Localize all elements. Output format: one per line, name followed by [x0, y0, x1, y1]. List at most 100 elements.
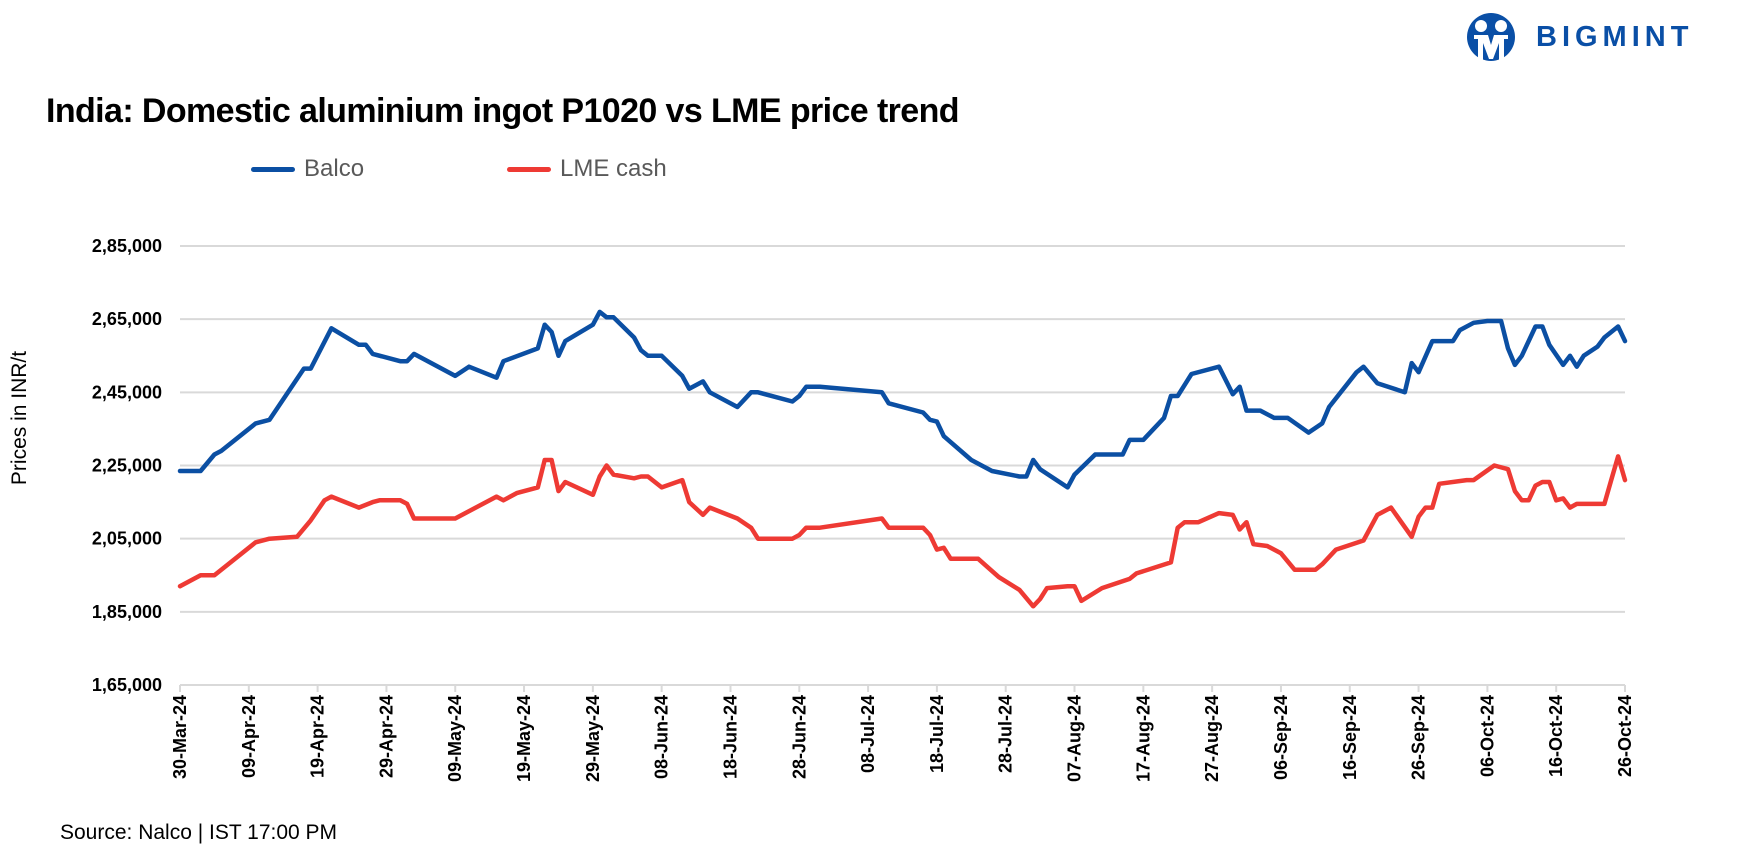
data-point-lme-cash	[687, 500, 691, 504]
data-point-balco	[1231, 392, 1235, 396]
data-point-lme-cash	[976, 557, 980, 561]
data-point-lme-cash	[605, 464, 609, 468]
y-tick-label: 2,65,000	[92, 309, 162, 329]
x-tick-label: 09-May-24	[445, 695, 465, 782]
data-point-balco	[1217, 365, 1221, 369]
data-point-balco	[1024, 474, 1028, 478]
x-tick-label: 28-Jun-24	[789, 695, 809, 779]
x-tick-label: 17-Aug-24	[1133, 695, 1153, 782]
y-tick-label: 1,85,000	[92, 602, 162, 622]
x-tick-label: 09-Apr-24	[239, 695, 259, 778]
data-point-balco	[887, 401, 891, 405]
x-tick-label: 27-Aug-24	[1202, 695, 1222, 782]
data-point-balco	[969, 458, 973, 462]
data-point-lme-cash	[212, 573, 216, 577]
data-point-lme-cash	[556, 489, 560, 493]
data-point-lme-cash	[632, 476, 636, 480]
data-point-lme-cash	[887, 526, 891, 530]
data-point-balco	[880, 390, 884, 394]
gridlines	[180, 245, 1625, 686]
data-point-balco	[178, 469, 182, 473]
data-point-lme-cash	[357, 506, 361, 510]
data-point-lme-cash	[1100, 586, 1104, 590]
data-point-lme-cash	[1265, 544, 1269, 548]
data-point-lme-cash	[1066, 584, 1070, 588]
data-point-lme-cash	[1534, 484, 1538, 488]
data-point-lme-cash	[1609, 478, 1613, 482]
data-point-balco	[501, 359, 505, 363]
data-point-lme-cash	[880, 517, 884, 521]
data-point-balco	[364, 343, 368, 347]
data-point-lme-cash	[1465, 478, 1469, 482]
data-point-balco	[680, 374, 684, 378]
data-point-balco	[199, 469, 203, 473]
data-point-lme-cash	[1417, 515, 1421, 519]
data-point-balco	[556, 354, 560, 358]
data-point-balco	[632, 335, 636, 339]
data-point-balco	[1458, 328, 1462, 332]
data-point-lme-cash	[949, 557, 953, 561]
data-point-balco	[1306, 431, 1310, 435]
data-point-lme-cash	[660, 485, 664, 489]
data-point-lme-cash	[295, 535, 299, 539]
x-tick-label: 08-Jun-24	[652, 695, 672, 779]
data-point-balco	[1623, 339, 1627, 343]
data-point-balco	[1472, 321, 1476, 325]
data-point-lme-cash	[1561, 496, 1565, 500]
data-point-balco	[1540, 324, 1544, 328]
x-tick-label: 18-Jun-24	[720, 695, 740, 779]
data-point-lme-cash	[199, 573, 203, 577]
data-point-balco	[453, 374, 457, 378]
data-point-balco	[1031, 458, 1035, 462]
bigmint-logo-icon	[1467, 13, 1515, 63]
legend-swatch-balco	[251, 166, 295, 172]
y-tick-label: 2,45,000	[92, 382, 162, 402]
data-point-lme-cash	[543, 458, 547, 462]
series-line-lme-cash	[177, 454, 1628, 609]
data-point-lme-cash	[329, 495, 333, 499]
chart-title: India: Domestic aluminium ingot P1020 vs…	[46, 92, 960, 130]
data-point-balco	[254, 421, 258, 425]
data-point-lme-cash	[309, 518, 313, 522]
data-point-lme-cash	[495, 495, 499, 499]
data-point-lme-cash	[1045, 586, 1049, 590]
data-point-lme-cash	[708, 506, 712, 510]
bigmint-logo: BIGMINT	[1466, 11, 1693, 63]
data-point-lme-cash	[735, 517, 739, 521]
data-point-lme-cash	[935, 548, 939, 552]
data-point-lme-cash	[1423, 506, 1427, 510]
legend-label-lme-cash: LME cash	[560, 155, 667, 182]
data-point-lme-cash	[997, 575, 1001, 579]
data-point-balco	[598, 310, 602, 314]
data-point-lme-cash	[378, 498, 382, 502]
data-point-balco	[1073, 473, 1077, 477]
y-tick-label: 2,85,000	[92, 236, 162, 256]
data-point-lme-cash	[1183, 520, 1187, 524]
data-point-balco	[591, 323, 595, 327]
data-point-balco	[1616, 324, 1620, 328]
data-point-balco	[1190, 372, 1194, 376]
data-point-lme-cash	[1279, 551, 1283, 555]
x-tick-label: 30-Mar-24	[170, 695, 190, 779]
data-point-balco	[1547, 343, 1551, 347]
data-point-lme-cash	[1196, 520, 1200, 524]
data-point-balco	[1162, 416, 1166, 420]
data-point-balco	[405, 359, 409, 363]
data-point-balco	[701, 379, 705, 383]
x-tick-label: 19-May-24	[514, 695, 534, 782]
data-point-lme-cash	[1169, 560, 1173, 564]
data-point-balco	[357, 343, 361, 347]
data-point-balco	[646, 354, 650, 358]
data-point-balco	[1575, 365, 1579, 369]
data-point-lme-cash	[267, 537, 271, 541]
x-axis-ticks: 30-Mar-24 09-Apr-24 19-Apr-24 29-Apr-24 09-M…	[170, 685, 1635, 782]
data-point-balco	[1258, 409, 1262, 413]
data-point-lme-cash	[550, 458, 554, 462]
data-point-balco	[605, 315, 609, 319]
data-point-lme-cash	[1031, 604, 1035, 608]
data-point-lme-cash	[1293, 568, 1297, 572]
data-point-balco	[804, 385, 808, 389]
x-tick-label: 18-Jul-24	[927, 695, 947, 773]
x-tick-label: 08-Jul-24	[858, 695, 878, 773]
